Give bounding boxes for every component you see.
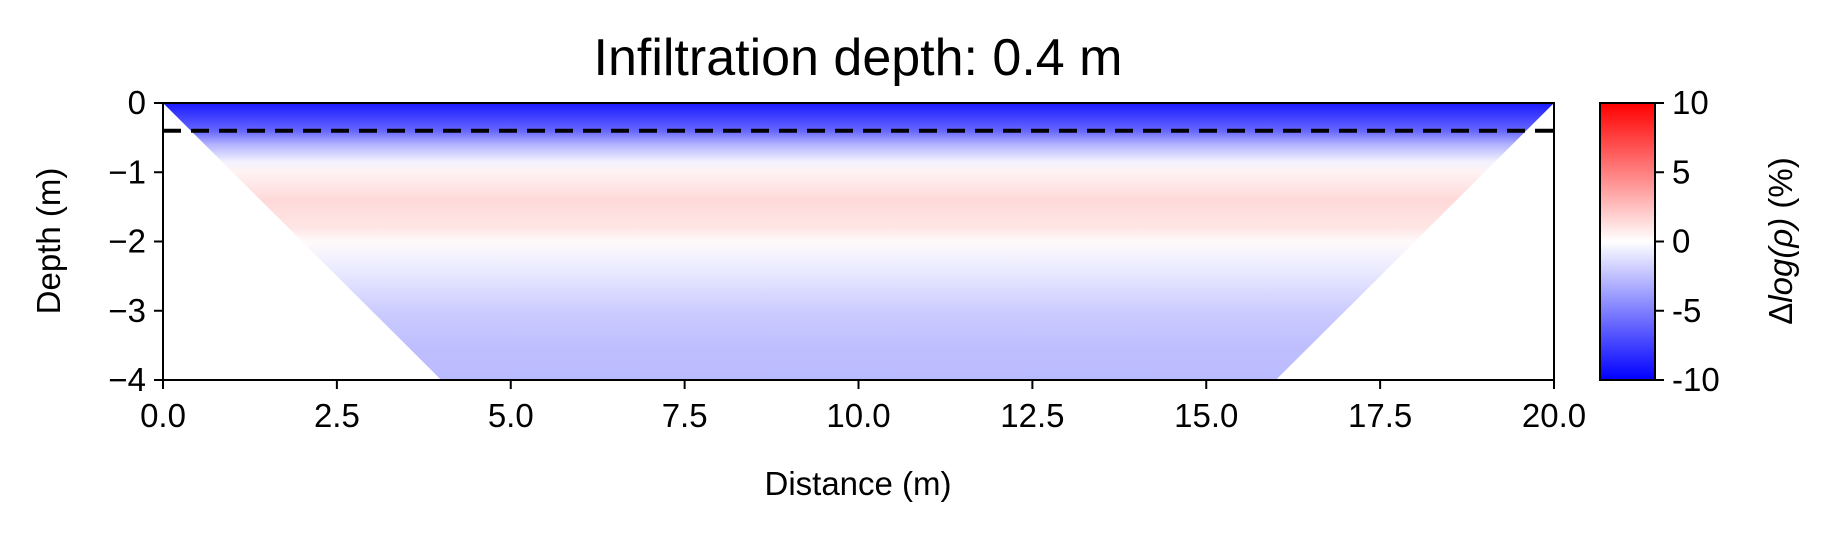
x-tick-label: 2.5 [314, 397, 360, 434]
y-tick-label: 0 [128, 84, 146, 121]
x-axis: 0.0 2.5 5.0 7.5 10.0 12.5 15.0 17.5 20.0 [140, 380, 1586, 434]
y-axis-label: Depth (m) [30, 168, 67, 315]
x-tick-label: 12.5 [1000, 397, 1064, 434]
y-axis: 0 −1 −2 −3 −4 [108, 84, 163, 398]
y-tick-label: −1 [108, 153, 146, 190]
plot-area [163, 103, 1554, 380]
x-tick-label: 5.0 [488, 397, 534, 434]
x-tick-label: 7.5 [662, 397, 708, 434]
x-tick-label: 20.0 [1522, 397, 1586, 434]
chart-title: Infiltration depth: 0.4 m [594, 29, 1123, 87]
colorbar-tick-label: 10 [1672, 84, 1709, 121]
colorbar-tick-label: -5 [1672, 292, 1701, 329]
y-tick-label: −3 [108, 292, 146, 329]
x-axis-label: Distance (m) [764, 465, 951, 502]
colorbar-tick-label: 0 [1672, 223, 1690, 260]
colorbar-fill [1599, 102, 1656, 381]
colorbar-ticks: 10 5 0 -5 -10 [1655, 84, 1720, 398]
colorbar: 10 5 0 -5 -10 Δlog(ρ) (%) [1599, 84, 1799, 398]
x-tick-label: 15.0 [1174, 397, 1238, 434]
resistivity-coverage [163, 103, 1554, 380]
x-tick-label: 0.0 [140, 397, 186, 434]
colorbar-tick-label: -10 [1672, 361, 1720, 398]
colorbar-label: Δlog(ρ) (%) [1762, 157, 1799, 324]
y-tick-label: −4 [108, 361, 146, 398]
x-tick-label: 17.5 [1348, 397, 1412, 434]
y-tick-label: −2 [108, 223, 146, 260]
colorbar-tick-label: 5 [1672, 153, 1690, 190]
x-tick-label: 10.0 [826, 397, 890, 434]
